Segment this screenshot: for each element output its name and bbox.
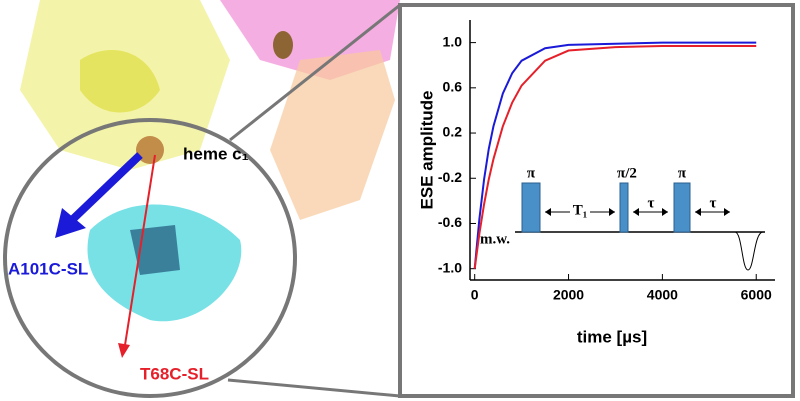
red-arrowhead	[118, 343, 130, 358]
x-tick-label: 0	[471, 287, 479, 303]
zoom-circle	[3, 118, 297, 398]
inset-label: τ	[648, 195, 655, 211]
y-tick-label: -0.2	[438, 169, 462, 185]
blue-arrowhead	[55, 208, 86, 238]
inset-label: m.w.	[480, 231, 510, 247]
x-axis-label: time [µs]	[577, 327, 647, 346]
y-tick-label: 0.6	[443, 79, 463, 95]
blue-arrow	[69, 152, 143, 223]
x-tick-label: 2000	[553, 287, 584, 303]
series-line	[473, 41, 757, 269]
inset-label: T₁	[573, 202, 588, 218]
y-tick-label: -1.0	[438, 259, 462, 275]
y-axis-label: ESE amplitude	[417, 90, 436, 209]
red-arrow	[124, 154, 156, 346]
x-tick-label: 6000	[741, 287, 772, 303]
heme-label: heme c₁	[183, 144, 249, 163]
series-line	[473, 45, 757, 269]
zoom-line	[227, 378, 401, 398]
panel-frame	[398, 3, 795, 398]
y-tick-label: 0.2	[443, 124, 463, 140]
y-tick-label: 1.0	[443, 33, 463, 49]
inset-label: τ	[710, 195, 717, 211]
y-tick-label: -0.6	[438, 214, 462, 230]
structure	[20, 0, 400, 322]
inset-label: π/2	[617, 165, 637, 181]
x-tick-label: 4000	[647, 287, 678, 303]
inset-label: π	[527, 165, 536, 181]
site-label: A101C-SL	[8, 259, 88, 278]
pulse-sequence	[515, 182, 765, 271]
site-label: T68C-SL	[140, 364, 209, 383]
inset-label: π	[678, 165, 687, 181]
plot: -1.0 -0.6 -0.2 0.2 0.6 1.0 0 2000 4000 6000	[438, 20, 775, 303]
zoom-line	[229, 3, 401, 142]
